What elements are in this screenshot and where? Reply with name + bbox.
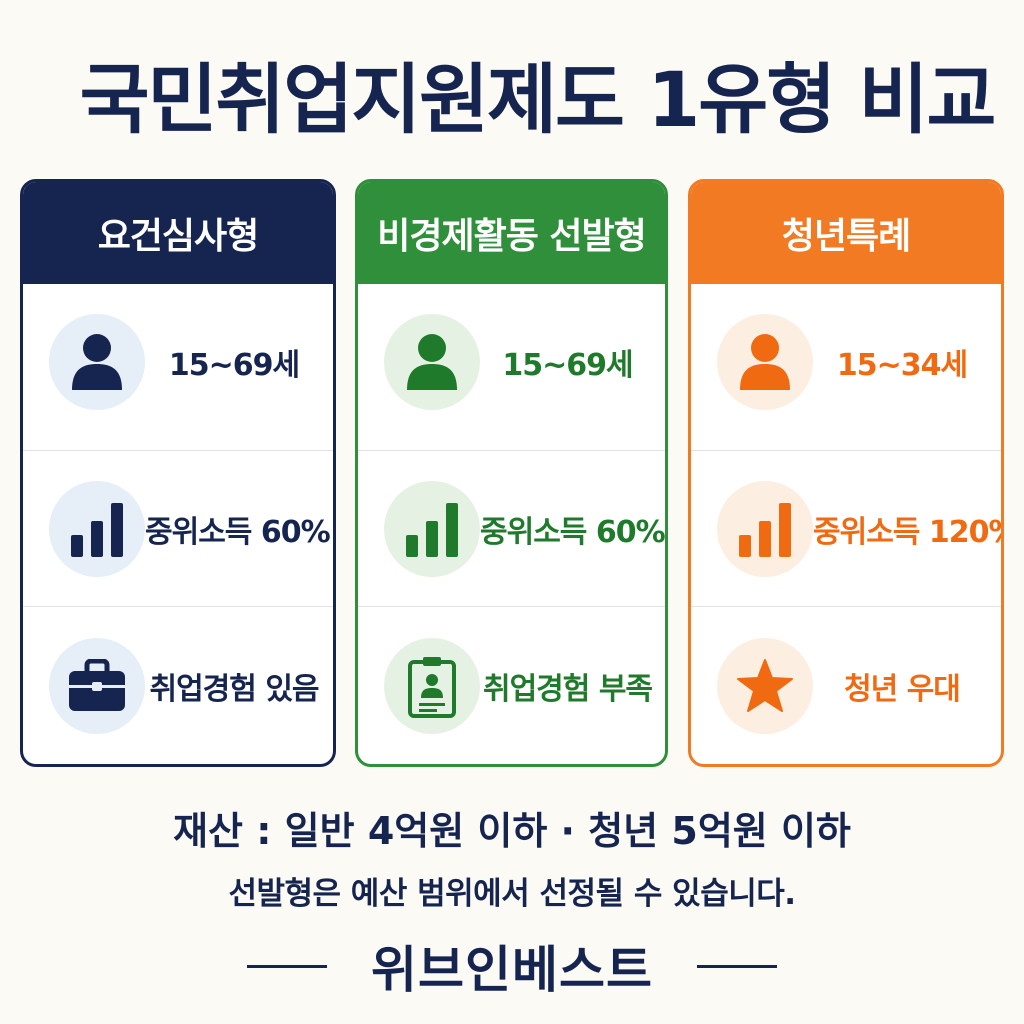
card-row-experience: 취업경험 부족	[358, 606, 665, 764]
person-icon	[384, 314, 480, 410]
asset-criteria-note: 재산 : 일반 4억원 이하 · 청년 5억원 이하	[173, 809, 851, 853]
divider-right	[697, 964, 777, 968]
card-row-income: 중위소득 120%	[691, 450, 1001, 606]
card-row-age: 15~69세	[23, 284, 333, 440]
id-badge-icon	[384, 637, 480, 734]
brand-name: 위브인베스트	[371, 941, 653, 999]
card-requirement-review: 요건심사형 15~69세 중위소득 60% 취업경험 있음	[20, 179, 336, 767]
divider-left	[247, 964, 327, 968]
star-icon	[717, 637, 813, 734]
card-non-economic-selection: 비경제활동 선발형 15~69세 중위소득 60% 취업경험 부족	[355, 179, 668, 767]
card-row-age: 15~34세	[691, 284, 1001, 440]
selection-budget-note: 선발형은 예산 범위에서 선정될 수 있습니다.	[228, 876, 796, 912]
person-icon	[717, 314, 813, 410]
row-text: 15~69세	[502, 348, 633, 383]
row-text: 15~69세	[168, 348, 300, 383]
bar-chart-icon	[49, 480, 145, 577]
briefcase-icon	[49, 637, 145, 734]
card-header: 비경제활동 선발형	[358, 182, 665, 284]
card-row-experience: 취업경험 있음	[23, 606, 333, 764]
person-icon	[49, 314, 145, 410]
card-row-youth-preference: 청년 우대	[691, 606, 1001, 764]
card-header: 청년특례	[691, 182, 1001, 284]
brand-footer: 위브인베스트	[0, 930, 1024, 1002]
card-row-age: 15~69세	[358, 284, 665, 440]
bar-chart-icon	[384, 480, 480, 577]
row-text: 중위소득 60%	[145, 514, 331, 550]
bar-chart-icon	[717, 480, 813, 577]
row-text: 중위소득 60%	[480, 514, 665, 550]
card-header: 요건심사형	[23, 182, 333, 284]
row-text: 청년 우대	[844, 671, 961, 707]
page-title: 국민취업지원제도 1유형 비교	[79, 55, 997, 144]
card-youth-special: 청년특례 15~34세 중위소득 120% 청년 우대	[688, 179, 1004, 767]
row-text: 15~34세	[836, 348, 968, 383]
row-text: 취업경험 부족	[482, 671, 653, 707]
card-row-income: 중위소득 60%	[358, 450, 665, 606]
row-text: 취업경험 있음	[149, 671, 319, 707]
row-text: 중위소득 120%	[813, 514, 1004, 550]
card-row-income: 중위소득 60%	[23, 450, 333, 606]
